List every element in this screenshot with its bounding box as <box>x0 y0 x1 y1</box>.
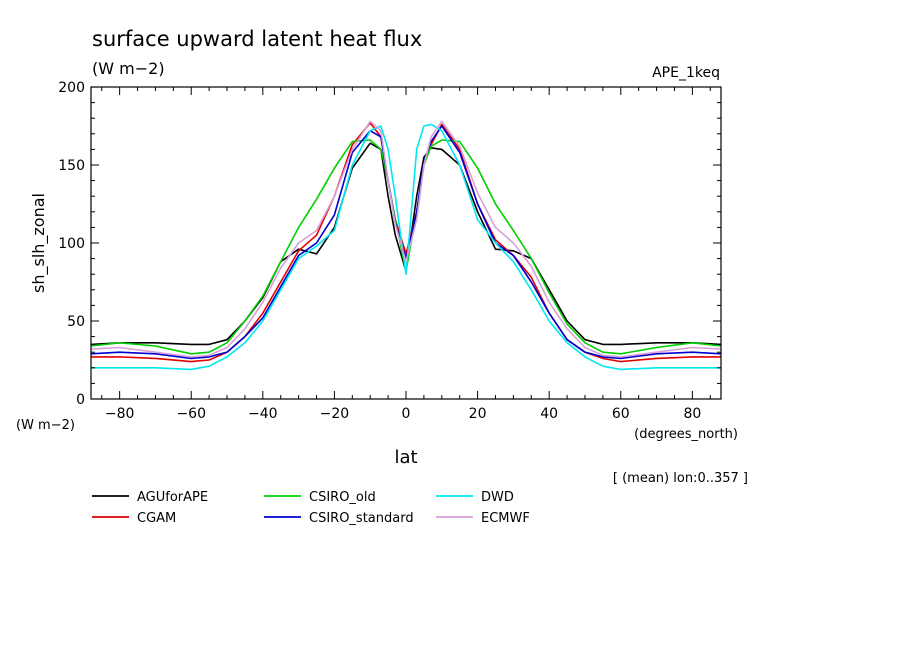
y-tick-label: 200 <box>58 80 85 96</box>
series-line-DWD <box>91 123 721 371</box>
x-tick-label: 20 <box>469 406 487 422</box>
series-line-CSIRO_standard <box>91 125 721 360</box>
series-line-CSIRO_old <box>91 139 721 355</box>
y-tick-label: 100 <box>58 236 85 252</box>
experiment-label: APE_1keq <box>652 65 720 81</box>
x-tick-label: −60 <box>176 406 206 422</box>
x-axis-label: lat <box>394 447 417 468</box>
averaging-note: [ (mean) lon:0..357 ] <box>613 471 748 486</box>
y-tick-label: 50 <box>67 314 85 330</box>
chart-units: (W m−2) <box>92 59 165 78</box>
x-tick-label: −40 <box>248 406 278 422</box>
y-tick-label: 150 <box>58 158 85 174</box>
y-axis-label: sh_slh_zonal <box>29 193 49 293</box>
legend-label-CSIRO_standard: CSIRO_standard <box>309 511 414 526</box>
x-tick-label: 40 <box>540 406 558 422</box>
x-tick-label: 80 <box>683 406 701 422</box>
legend-label-CSIRO_old: CSIRO_old <box>309 490 376 505</box>
x-axis-units: (degrees_north) <box>634 427 738 442</box>
x-tick-label: 0 <box>402 406 411 422</box>
ticks-layer: −80 −60 −40 −20 0 20 40 60 80 0 50 100 150 200 <box>58 80 721 422</box>
legend-label-DWD: DWD <box>481 490 514 505</box>
legend-label-AGUforAPE: AGUforAPE <box>137 490 208 505</box>
series-line-CGAM <box>91 122 721 363</box>
series-line-AGUforAPE <box>91 142 721 346</box>
legend-label-CGAM: CGAM <box>137 511 176 526</box>
x-tick-label: −80 <box>105 406 135 422</box>
series-line-ECMWF <box>91 120 721 358</box>
x-tick-label: 60 <box>612 406 630 422</box>
chart-title: surface upward latent heat flux <box>92 27 422 51</box>
legend: AGUforAPE CGAM CSIRO_old CSIRO_standard DWD E… <box>92 490 530 526</box>
y-tick-label: 0 <box>76 392 85 408</box>
series-layer <box>91 120 721 371</box>
y-axis-units: (W m−2) <box>16 418 75 433</box>
legend-label-ECMWF: ECMWF <box>481 511 530 526</box>
x-tick-label: −20 <box>320 406 350 422</box>
